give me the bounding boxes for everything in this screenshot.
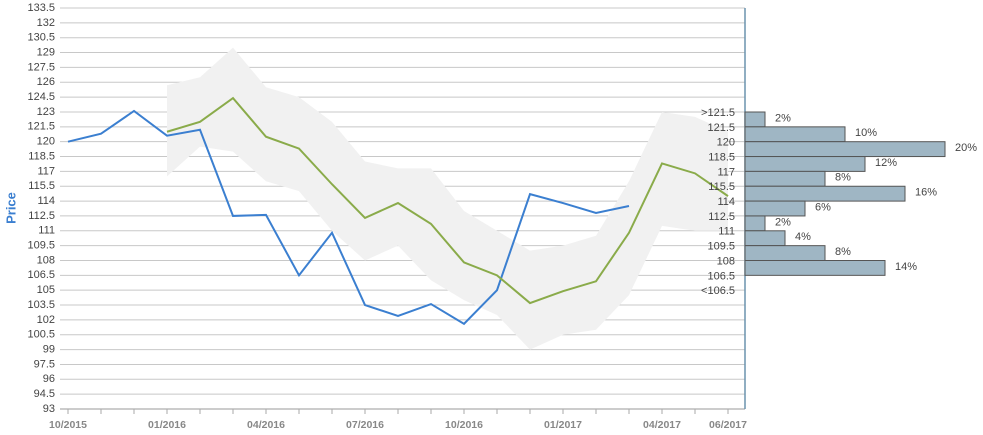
y-tick-label: 120: [37, 136, 55, 148]
y-tick-label: 102: [37, 314, 55, 326]
y-tick-label: 114: [37, 195, 55, 207]
y-tick-label: 96: [43, 373, 55, 385]
histogram-value-label: 8%: [835, 246, 851, 258]
histogram-label: <106.5: [701, 285, 735, 297]
histogram-label: 112.5: [708, 211, 735, 223]
histogram-label: 108: [717, 255, 735, 267]
y-tick-label: 115.5: [28, 180, 55, 192]
histogram-bar: [744, 245, 826, 261]
y-tick-label: 106.5: [27, 269, 55, 281]
histogram-bar: [744, 200, 806, 217]
histogram-value-label: 16%: [915, 187, 937, 199]
histogram-bar: [744, 111, 766, 128]
histogram-bar: [744, 126, 846, 143]
histogram-value-label: 4%: [795, 231, 811, 243]
y-tick-label: 126: [37, 76, 55, 88]
y-tick-label: 123: [37, 106, 55, 118]
x-tick-label: 01/2016: [148, 419, 186, 431]
histogram-label: 115.5: [708, 181, 735, 193]
histogram-bar: [744, 185, 906, 202]
x-tick-label: 04/2016: [247, 419, 285, 431]
x-tick-label: 04/2017: [643, 419, 681, 431]
histogram-value-label: 6%: [815, 201, 831, 213]
x-tick-label: 06/2017: [709, 419, 747, 431]
histogram-bar: [744, 260, 886, 276]
y-tick-label: 97.5: [34, 358, 55, 370]
y-tick-label: 129: [37, 46, 55, 58]
y-tick-label: 108: [37, 254, 55, 266]
histogram-label: >121.5: [701, 107, 735, 119]
y-tick-label: 124.5: [27, 91, 55, 103]
histogram-bar: [744, 170, 826, 187]
y-tick-label: 99: [43, 343, 55, 355]
y-tick-label: 130.5: [27, 32, 55, 44]
y-tick-label: 111: [38, 225, 55, 237]
histogram-value-label: 8%: [835, 172, 851, 184]
histogram-bar: [744, 215, 766, 232]
y-tick-label: 103.5: [27, 299, 55, 311]
y-tick-label: 127.5: [27, 61, 55, 73]
y-tick-label: 132: [37, 17, 55, 29]
histogram-label: 117: [717, 166, 735, 178]
histogram-bar: [744, 141, 946, 158]
histogram-bar: [744, 230, 786, 247]
histogram-label: 121.5: [707, 122, 735, 134]
y-tick-label: 100.5: [27, 329, 55, 341]
histogram-value-label: 14%: [895, 261, 917, 273]
histogram-label: 109.5: [707, 241, 735, 253]
y-axis-label: Price: [3, 192, 18, 224]
y-tick-label: 93: [43, 403, 55, 415]
x-tick-label: 07/2016: [346, 419, 384, 431]
y-tick-label: 105: [37, 284, 55, 296]
histogram-label: 114: [717, 196, 735, 208]
histogram-value-label: 2%: [775, 112, 791, 124]
histogram-label: 118.5: [708, 151, 735, 163]
y-tick-label: 94.5: [34, 388, 55, 400]
histogram-bar: [744, 156, 866, 172]
histogram-label: 120: [717, 137, 735, 149]
histogram-value-label: 12%: [875, 157, 897, 169]
y-tick-label: 121.5: [27, 121, 55, 133]
histogram-value-label: 10%: [855, 127, 877, 139]
x-tick-label: 10/2015: [49, 419, 87, 431]
histogram-label: 106.5: [707, 270, 735, 282]
series-line: [166, 96, 729, 305]
histogram-label: 111: [718, 226, 735, 238]
x-tick-label: 10/2016: [445, 419, 483, 431]
y-tick-label: 117: [37, 165, 55, 177]
y-tick-label: 112.5: [28, 210, 55, 222]
series-line: [67, 109, 630, 326]
y-tick-label: 109.5: [27, 240, 55, 252]
x-tick-label: 01/2017: [544, 419, 582, 431]
forecast-band: [167, 47, 728, 350]
histogram-value-label: 2%: [775, 216, 791, 228]
y-tick-label: 118.5: [28, 150, 55, 162]
y-tick-label: 133.5: [27, 2, 55, 14]
histogram-value-label: 20%: [955, 142, 977, 154]
